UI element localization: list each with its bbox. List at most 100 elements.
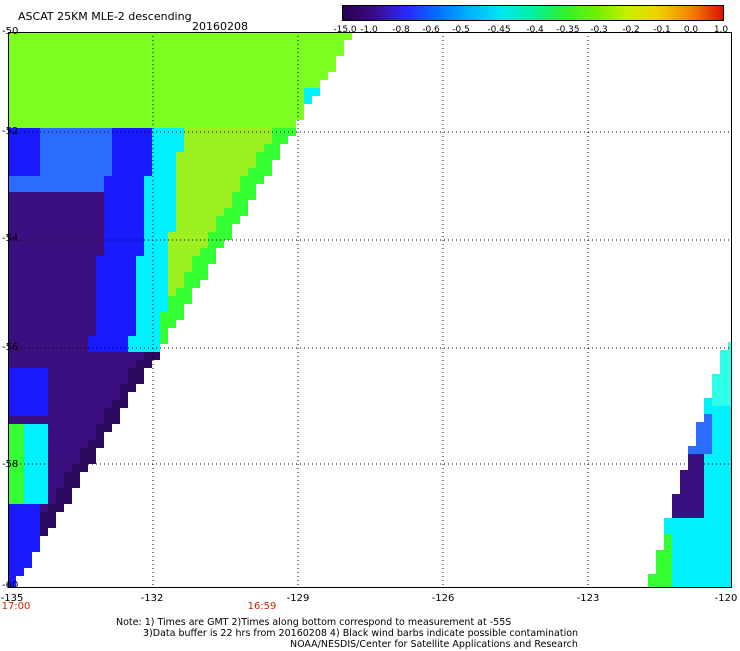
swath-pixel — [696, 430, 704, 438]
swath-pixel — [120, 392, 128, 400]
swath-pixel — [80, 368, 88, 376]
swath-pixel — [688, 470, 696, 478]
swath-pixel — [264, 40, 272, 48]
swath-pixel — [152, 136, 160, 144]
swath-pixel — [40, 432, 48, 440]
swath-pixel — [184, 288, 192, 296]
swath-pixel — [16, 112, 24, 120]
swath-pixel — [152, 320, 160, 328]
swath-pixel — [72, 376, 80, 384]
swath-pixel — [32, 416, 40, 424]
swath-pixel — [56, 448, 64, 456]
swath-pixel — [56, 296, 64, 304]
swath-pixel — [88, 392, 96, 400]
swath-pixel — [176, 64, 184, 72]
swath-pixel — [72, 144, 80, 152]
swath-pixel — [208, 80, 216, 88]
swath-pixel — [112, 296, 120, 304]
swath-pixel — [280, 72, 288, 80]
swath-pixel — [24, 320, 32, 328]
swath-pixel — [152, 312, 160, 320]
swath-pixel — [80, 168, 88, 176]
swath-pixel — [696, 526, 704, 534]
swath-pixel — [128, 160, 136, 168]
swath-pixel — [272, 152, 280, 160]
swath-pixel — [216, 152, 224, 160]
swath-pixel — [40, 528, 48, 536]
swath-pixel — [40, 472, 48, 480]
lon-label: -132 — [140, 593, 164, 604]
swath-pixel — [64, 464, 72, 472]
swath-pixel — [24, 48, 32, 56]
swath-pixel — [72, 320, 80, 328]
swath-pixel — [24, 64, 32, 72]
swath-pixel — [224, 144, 232, 152]
swath-pixel — [72, 88, 80, 96]
swath-pixel — [168, 296, 176, 304]
lon-label: -135 — [0, 593, 24, 604]
swath-pixel — [144, 48, 152, 56]
swath-pixel — [48, 368, 56, 376]
swath-pixel — [136, 248, 144, 256]
swath-pixel — [72, 312, 80, 320]
swath-pixel — [232, 96, 240, 104]
swath-pixel — [32, 352, 40, 360]
swath-pixel — [48, 192, 56, 200]
swath-pixel — [48, 256, 56, 264]
swath-pixel — [64, 56, 72, 64]
swath-pixel — [728, 566, 732, 574]
swath-pixel — [192, 264, 200, 272]
swath-pixel — [72, 400, 80, 408]
swath-pixel — [168, 72, 176, 80]
swath-pixel — [32, 312, 40, 320]
swath-pixel — [144, 120, 152, 128]
swath-pixel — [16, 416, 24, 424]
colorbar-label: -0.4 — [526, 25, 544, 35]
swath-pixel — [40, 336, 48, 344]
swath-pixel — [112, 40, 120, 48]
swath-pixel — [16, 472, 24, 480]
swath-pixel — [64, 320, 72, 328]
swath-pixel — [24, 336, 32, 344]
swath-pixel — [152, 248, 160, 256]
swath-pixel — [40, 248, 48, 256]
swath-pixel — [256, 168, 264, 176]
swath-pixel — [40, 152, 48, 160]
swath-pixel — [712, 478, 720, 486]
swath-pixel — [240, 56, 248, 64]
swath-pixel — [680, 542, 688, 550]
swath-pixel — [184, 120, 192, 128]
swath-pixel — [648, 574, 656, 582]
swath-pixel — [728, 550, 732, 558]
swath-pixel — [56, 176, 64, 184]
swath-pixel — [32, 496, 40, 504]
swath-pixel — [328, 40, 336, 48]
swath-pixel — [704, 566, 712, 574]
swath-pixel — [184, 256, 192, 264]
swath-pixel — [184, 240, 192, 248]
swath-pixel — [80, 440, 88, 448]
swath-pixel — [72, 360, 80, 368]
swath-pixel — [32, 80, 40, 88]
swath-pixel — [144, 312, 152, 320]
swath-pixel — [264, 104, 272, 112]
swath-pixel — [16, 312, 24, 320]
swath-pixel — [40, 184, 48, 192]
swath-pixel — [152, 328, 160, 336]
swath-pixel — [320, 32, 328, 40]
swath-pixel — [320, 40, 328, 48]
swath-pixel — [688, 494, 696, 502]
swath-pixel — [56, 144, 64, 152]
swath-pixel — [168, 152, 176, 160]
swath-pixel — [168, 136, 176, 144]
swath-pixel — [688, 574, 696, 582]
swath-pixel — [8, 464, 16, 472]
swath-pixel — [728, 526, 732, 534]
swath-pixel — [24, 536, 32, 544]
swath-pixel — [32, 88, 40, 96]
swath-pixel — [712, 438, 720, 446]
swath-pixel — [24, 144, 32, 152]
swath-pixel — [168, 144, 176, 152]
swath-pixel — [704, 454, 712, 462]
swath-pixel — [88, 48, 96, 56]
